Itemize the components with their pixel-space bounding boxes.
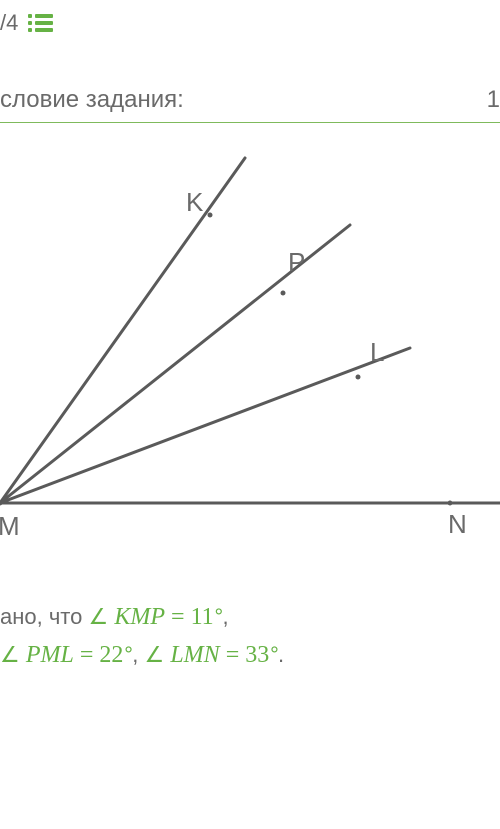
header: /4 [0, 0, 500, 46]
section-title-row: словие задания: 1 [0, 46, 500, 122]
svg-text:N: N [448, 509, 467, 539]
given-prefix: ано, что [0, 604, 88, 629]
geometry-diagram: M K P L N [0, 153, 500, 553]
angle3: ∠ LMN = 33° [144, 642, 278, 667]
step-counter: /4 [0, 10, 18, 36]
list-icon[interactable] [28, 14, 53, 32]
svg-text:L: L [370, 337, 384, 367]
diagram-area: M K P L N [0, 123, 500, 578]
svg-text:K: K [186, 187, 204, 217]
svg-text:M: M [0, 511, 20, 541]
angle2: ∠ PML = 22° [0, 642, 132, 667]
angle1: ∠ KMP = 11° [88, 604, 222, 629]
section-title: словие задания: [0, 86, 184, 114]
svg-text:P: P [288, 247, 305, 277]
section-right-text: 1 [487, 86, 500, 114]
given-text: ано, что ∠ KMP = 11°, ∠ PML = 22°, ∠ LMN… [0, 578, 500, 675]
